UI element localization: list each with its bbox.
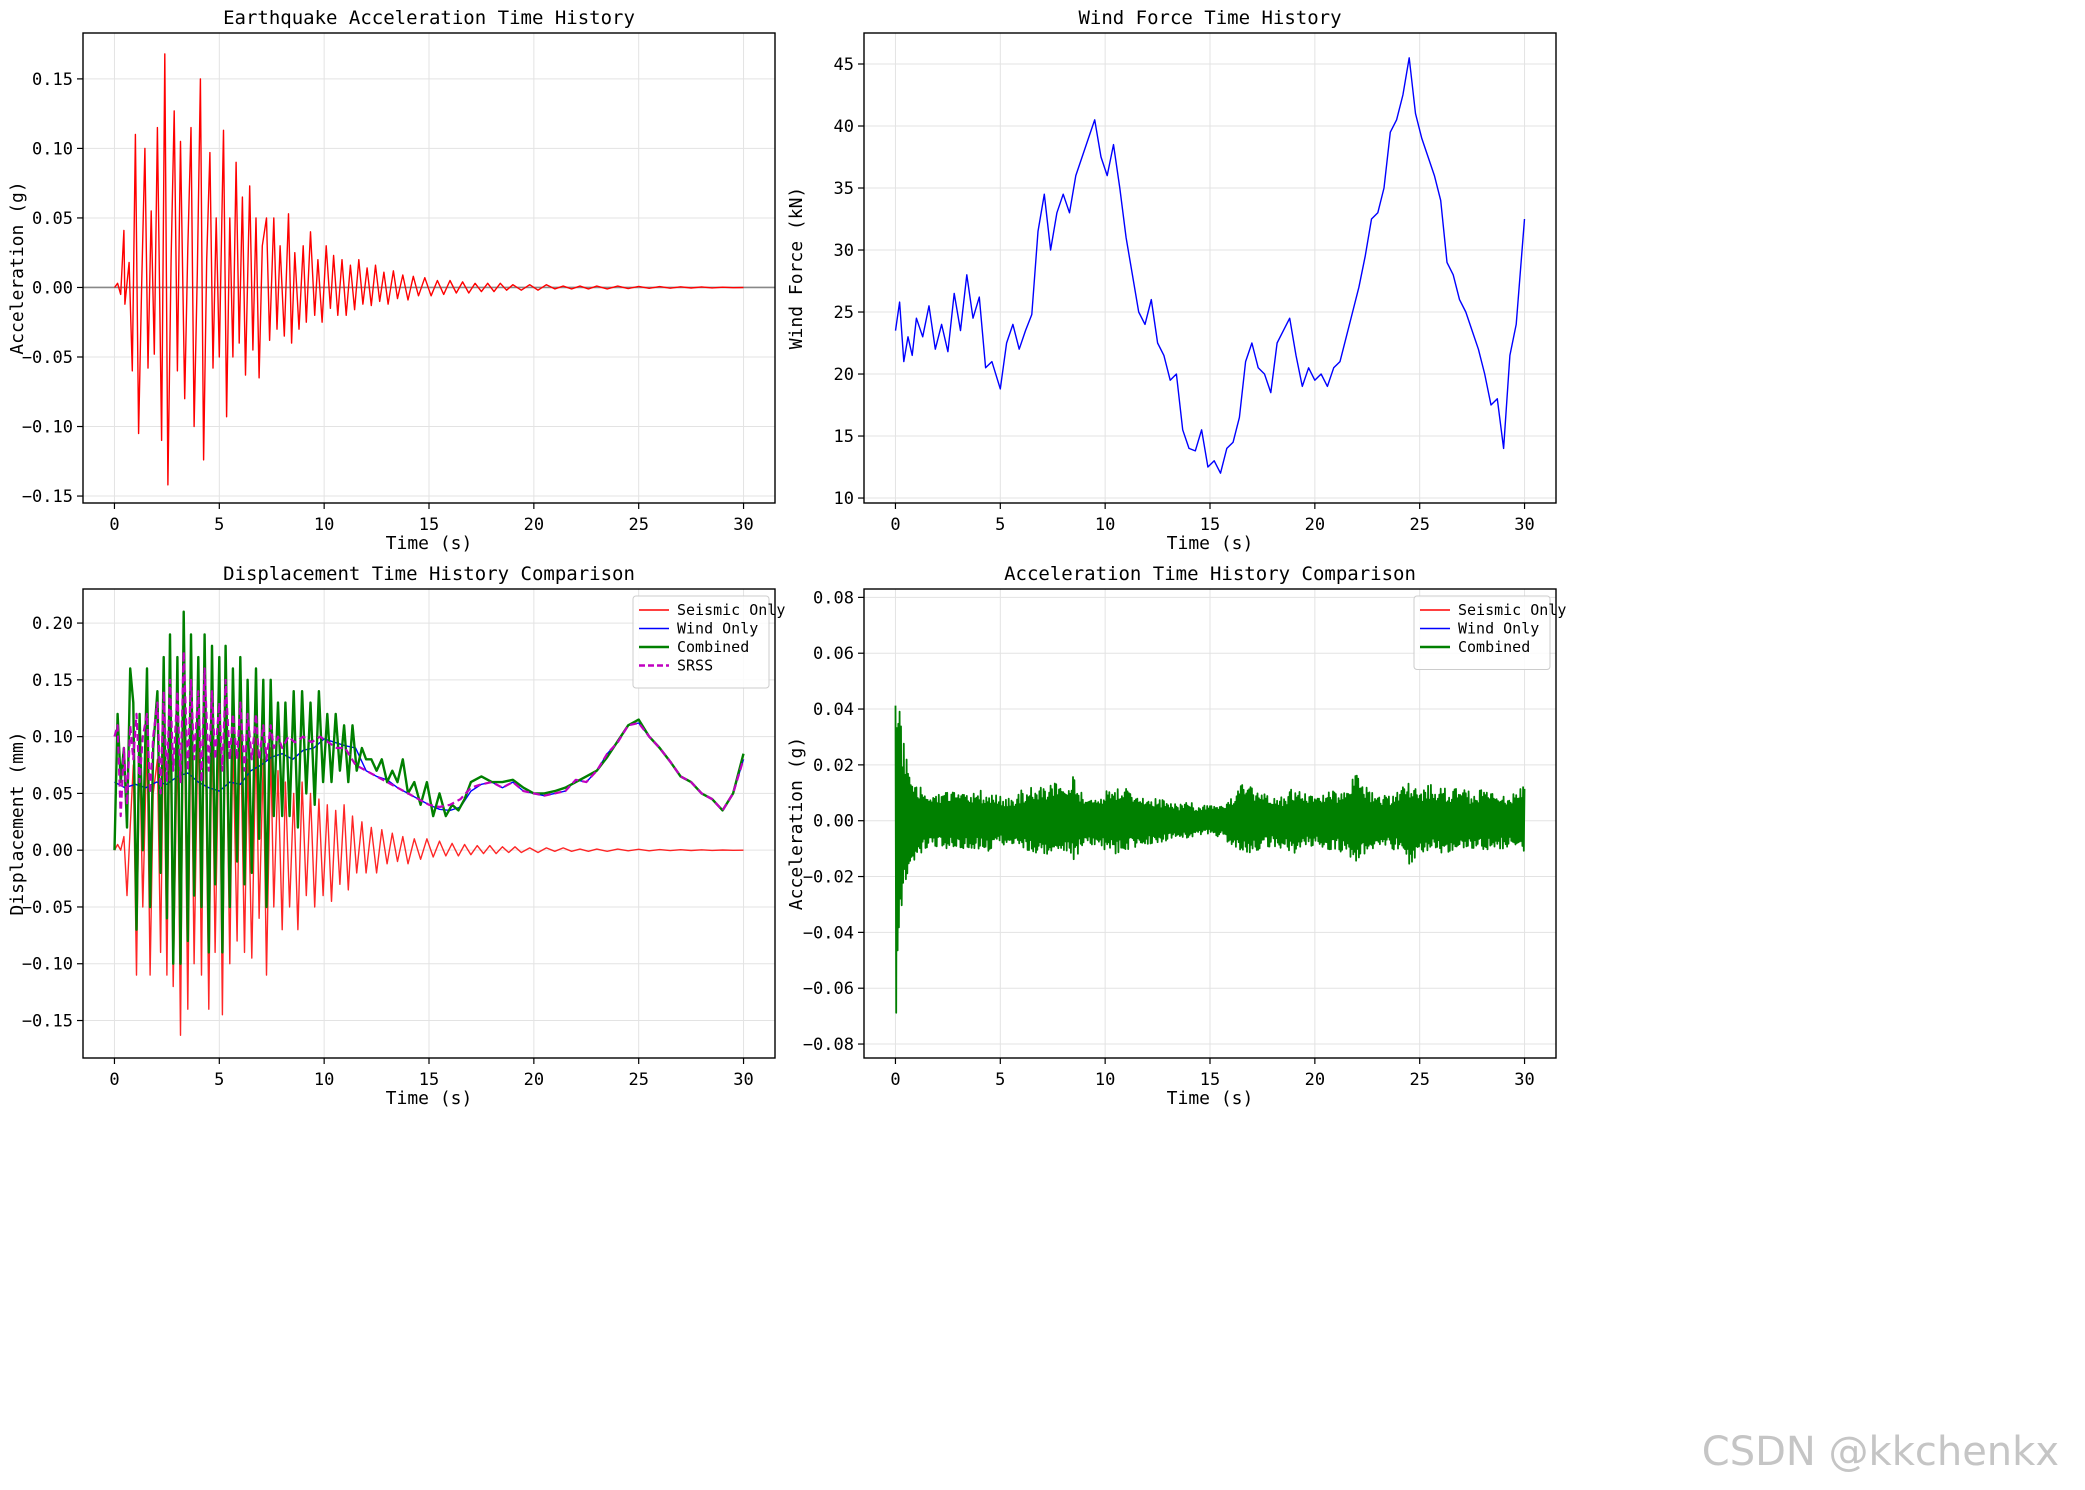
y-tick-label: 30 — [834, 241, 854, 261]
x-tick-label: 5 — [995, 515, 1005, 535]
series-line-srss — [113, 650, 745, 818]
x-tick-label: 15 — [1200, 515, 1220, 535]
x-tick-label: 25 — [1409, 1070, 1429, 1090]
chart-panel-4: 0 5 10 15 20 25 30 −0.08 −0.06 −0.04 −0.02 0.00 0.02… — [786, 563, 1566, 1109]
x-axis-label: Time (s) — [1167, 533, 1254, 554]
x-tick-label: 30 — [1514, 515, 1534, 535]
y-axis-label: Acceleration (g) — [7, 181, 28, 354]
x-tick-label: 10 — [1095, 1070, 1115, 1090]
y-tick-label: −0.10 — [22, 955, 73, 975]
y-tick-label: −0.06 — [803, 979, 854, 999]
y-tick-label: −0.05 — [22, 348, 73, 368]
y-tick-label: −0.08 — [803, 1035, 854, 1055]
legend-label-seismic: Seismic Only — [677, 601, 785, 619]
x-tick-label: 5 — [214, 1070, 224, 1090]
y-tick-label: 25 — [834, 303, 854, 323]
y-tick-label: 0.10 — [32, 139, 73, 159]
x-tick-label: 0 — [109, 1070, 119, 1090]
y-axis-label: Displacement (mm) — [7, 731, 28, 915]
y-axis-label: Wind Force (kN) — [786, 187, 807, 350]
y-tick-label: 45 — [834, 55, 854, 75]
series-group — [894, 57, 1526, 474]
x-axis-label: Time (s) — [1167, 1088, 1254, 1109]
y-tick-label: −0.02 — [803, 868, 854, 888]
x-tick-label: 30 — [1514, 1070, 1534, 1090]
y-tick-label: 0.15 — [32, 671, 73, 691]
series-group — [113, 610, 745, 1037]
y-tick-label: 10 — [834, 489, 854, 509]
y-tick-label: −0.15 — [22, 1012, 73, 1032]
x-tick-label: 5 — [214, 515, 224, 535]
chart-panel-1: 0 5 10 15 20 25 30 −0.15 −0.10 −0.05 0.00 0.05 0.10 0… — [7, 7, 776, 554]
y-tick-label: 0.02 — [813, 756, 854, 776]
y-axis-label: Acceleration (g) — [786, 737, 807, 910]
series-line-combined — [894, 705, 1526, 1014]
series-line-wind-force — [894, 57, 1526, 474]
y-tick-label: 0.06 — [813, 644, 854, 664]
legend-label-wind: Wind Only — [1458, 620, 1539, 638]
series-line-combined — [113, 610, 745, 965]
y-tick-label: 0.00 — [32, 278, 73, 298]
y-tick-label: 0.15 — [32, 70, 73, 90]
y-tick-label: 0.10 — [32, 728, 73, 748]
x-tick-label: 20 — [1305, 515, 1325, 535]
chart-title: Displacement Time History Comparison — [223, 563, 635, 585]
series-group — [894, 705, 1526, 1014]
x-tick-label: 25 — [628, 515, 648, 535]
x-tick-label: 5 — [995, 1070, 1005, 1090]
chart-title: Earthquake Acceleration Time History — [223, 7, 635, 29]
x-tick-label: 15 — [1200, 1070, 1220, 1090]
legend-box — [1413, 595, 1551, 670]
legend-label-wind: Wind Only — [677, 620, 758, 638]
x-tick-label: 10 — [1095, 515, 1115, 535]
y-tick-label: 20 — [834, 365, 854, 385]
y-tick-label: 0.20 — [32, 614, 73, 634]
chart-panel-2: 0 5 10 15 20 25 30 10 15 20 25 30 35 40 45 Wind Force T… — [786, 7, 1557, 554]
series-line-earthquake-acceleration — [113, 53, 744, 486]
watermark-text: CSDN @kkchenkx — [1701, 1429, 2059, 1475]
legend-label-srss: SRSS — [677, 657, 713, 675]
y-tick-label: 0.05 — [32, 784, 73, 804]
chart-panel-3: 0 5 10 15 20 25 30 −0.15 −0.10 −0.05 0.00 0.05 0.10 0… — [7, 563, 785, 1109]
y-tick-label: −0.05 — [22, 898, 73, 918]
y-tick-label: 0.04 — [813, 700, 854, 720]
x-axis-label: Time (s) — [386, 533, 473, 554]
x-tick-label: 0 — [890, 1070, 900, 1090]
y-tick-label: 40 — [834, 117, 854, 137]
y-tick-label: 0.00 — [32, 841, 73, 861]
chart-title: Acceleration Time History Comparison — [1004, 563, 1416, 585]
y-tick-label: 0.05 — [32, 209, 73, 229]
x-tick-label: 0 — [109, 515, 119, 535]
x-tick-label: 10 — [314, 515, 334, 535]
series-group — [113, 53, 744, 486]
y-tick-label: 15 — [834, 427, 854, 447]
x-tick-label: 15 — [419, 515, 439, 535]
x-tick-label: 0 — [890, 515, 900, 535]
y-tick-label: −0.04 — [803, 923, 854, 943]
y-tick-label: 0.08 — [813, 588, 854, 608]
y-tick-label: 0.00 — [813, 812, 854, 832]
x-tick-label: 20 — [524, 1070, 544, 1090]
x-tick-label: 30 — [733, 515, 753, 535]
x-tick-label: 15 — [419, 1070, 439, 1090]
chart-title: Wind Force Time History — [1078, 7, 1341, 29]
legend-label-combined: Combined — [1458, 638, 1530, 656]
legend-label-seismic: Seismic Only — [1458, 601, 1566, 619]
x-tick-label: 30 — [733, 1070, 753, 1090]
x-tick-label: 10 — [314, 1070, 334, 1090]
x-tick-label: 25 — [1409, 515, 1429, 535]
x-tick-label: 20 — [524, 515, 544, 535]
y-tick-label: −0.10 — [22, 418, 73, 438]
y-tick-label: −0.15 — [22, 487, 73, 507]
x-axis-label: Time (s) — [386, 1088, 473, 1109]
x-tick-label: 25 — [628, 1070, 648, 1090]
x-tick-label: 20 — [1305, 1070, 1325, 1090]
legend-label-combined: Combined — [677, 638, 749, 656]
y-tick-label: 35 — [834, 179, 854, 199]
